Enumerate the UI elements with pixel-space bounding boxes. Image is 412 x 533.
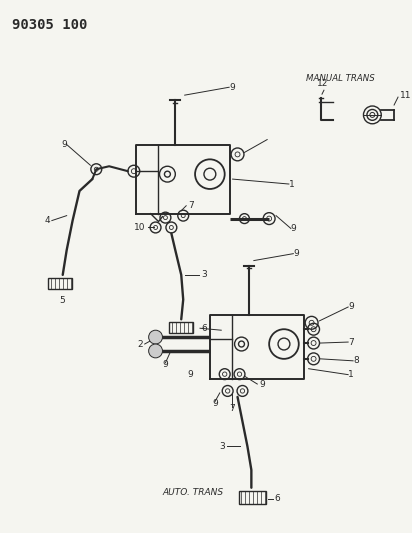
Text: 5: 5: [59, 296, 65, 305]
Text: 6: 6: [201, 324, 207, 333]
Text: 2: 2: [137, 340, 143, 349]
Text: 7: 7: [348, 337, 354, 346]
Circle shape: [149, 330, 162, 344]
Bar: [239, 491, 266, 504]
Text: 9: 9: [259, 379, 265, 389]
Text: 4: 4: [44, 216, 50, 225]
Text: 90305 100: 90305 100: [12, 18, 87, 32]
Text: 9: 9: [293, 249, 299, 258]
Text: 8: 8: [353, 357, 359, 365]
Text: 9: 9: [163, 360, 169, 369]
Text: 7: 7: [188, 201, 194, 210]
Text: 1: 1: [348, 370, 354, 379]
Text: 11: 11: [400, 91, 412, 100]
Text: 12: 12: [317, 79, 328, 88]
Text: AUTO. TRANS: AUTO. TRANS: [162, 488, 223, 497]
Text: 7: 7: [229, 404, 234, 413]
Text: 1: 1: [289, 180, 295, 189]
Text: 9: 9: [61, 140, 67, 149]
Text: 3: 3: [219, 442, 225, 451]
Text: 9: 9: [212, 399, 218, 408]
Text: 3: 3: [201, 270, 207, 279]
Bar: [169, 322, 193, 333]
Circle shape: [149, 344, 162, 358]
Text: 9: 9: [348, 303, 354, 311]
Text: 6: 6: [274, 494, 280, 503]
Text: 10: 10: [134, 223, 146, 232]
Bar: [48, 278, 72, 289]
Text: 9: 9: [229, 83, 235, 92]
Text: 9: 9: [187, 370, 193, 379]
Text: MANUAL TRANS: MANUAL TRANS: [306, 74, 375, 83]
Text: 9: 9: [291, 224, 297, 233]
